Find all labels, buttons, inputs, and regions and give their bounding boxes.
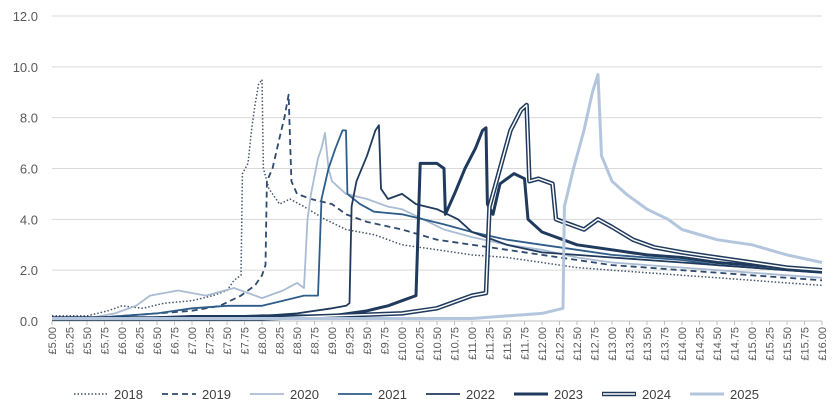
y-tick-label: 8.0 — [20, 111, 38, 126]
x-tick-label: £12.00 — [537, 327, 549, 361]
x-tick-label: £5.25 — [65, 327, 77, 355]
series-line — [52, 78, 823, 317]
x-tick-label: £15.50 — [782, 327, 794, 361]
x-tick-label: £8.50 — [292, 327, 304, 355]
legend-item-2025: 2025 — [690, 387, 759, 402]
x-tick-label: £5.50 — [82, 327, 94, 355]
x-tick-label: £14.00 — [677, 327, 689, 361]
y-axis-ticks: 0.0 2.0 4.0 6.0 8.0 10.0 12.0 — [13, 9, 38, 329]
legend-label: 2023 — [554, 387, 583, 402]
legend-label: 2021 — [378, 387, 407, 402]
x-tick-label: £7.25 — [205, 327, 217, 355]
x-tick-label: £15.75 — [800, 327, 812, 361]
x-tick-label: £8.25 — [275, 327, 287, 355]
y-tick-label: 0.0 — [20, 314, 38, 329]
legend-label: 2025 — [730, 387, 759, 402]
series-2018 — [52, 78, 823, 317]
x-tick-label: £13.75 — [660, 327, 672, 361]
legend-item-2023: 2023 — [514, 387, 583, 402]
x-tick-label: £6.00 — [117, 327, 129, 355]
series-2020 — [52, 132, 823, 320]
legend: 2018 2019 2020 2021 2022 2023 2024 2025 — [74, 387, 759, 402]
series-line-inner — [52, 104, 823, 320]
x-tick-label: £8.75 — [310, 327, 322, 355]
series-line — [52, 93, 823, 320]
x-axis-ticks: £5.00 £5.25 £5.50 £5.75 £6.00 £6.25 £6.50 £6.75… — [47, 321, 829, 361]
x-tick-label: £7.75 — [240, 327, 252, 355]
x-tick-label: £12.50 — [572, 327, 584, 361]
x-tick-label: £11.00 — [467, 327, 479, 360]
series-line-outer — [52, 102, 823, 321]
x-tick-label: £10.00 — [397, 327, 409, 361]
legend-item-2019: 2019 — [162, 387, 231, 402]
x-tick-label: £7.50 — [222, 327, 234, 355]
series-line — [52, 124, 823, 320]
x-tick-label: £6.75 — [170, 327, 182, 355]
legend-label: 2018 — [114, 387, 143, 402]
x-tick-label: £13.25 — [625, 327, 637, 361]
x-tick-label: £11.75 — [520, 327, 532, 360]
y-tick-label: 10.0 — [13, 60, 38, 75]
x-tick-label: £6.50 — [152, 327, 164, 355]
legend-item-2022: 2022 — [426, 387, 495, 402]
series-line — [52, 132, 823, 320]
series-2019 — [52, 93, 823, 320]
legend-item-2021: 2021 — [338, 387, 407, 402]
y-tick-label: 6.0 — [20, 162, 38, 177]
x-tick-label: £11.50 — [502, 327, 514, 360]
x-tick-label: £8.00 — [257, 327, 269, 355]
x-tick-label: £9.00 — [327, 327, 339, 355]
legend-label: 2019 — [202, 387, 231, 402]
x-tick-label: £5.75 — [100, 327, 112, 355]
series-2023 — [52, 126, 823, 320]
x-tick-label: £10.50 — [432, 327, 444, 361]
legend-item-2020: 2020 — [250, 387, 319, 402]
x-tick-label: £13.00 — [607, 327, 619, 361]
series-line — [52, 73, 823, 320]
legend-label: 2020 — [290, 387, 319, 402]
x-tick-label: £9.25 — [345, 327, 357, 355]
series-2025 — [52, 73, 823, 320]
x-tick-label: £5.00 — [47, 327, 59, 355]
legend-item-2024: 2024 — [602, 387, 671, 402]
x-tick-label: £14.25 — [695, 327, 707, 361]
y-tick-label: 12.0 — [13, 9, 38, 24]
x-tick-label: £10.75 — [450, 327, 462, 361]
x-tick-label: £6.25 — [135, 327, 147, 355]
legend-item-2018: 2018 — [74, 387, 143, 402]
x-tick-label: £10.25 — [415, 327, 427, 361]
series-lines — [52, 73, 823, 321]
x-tick-label: £12.25 — [555, 327, 567, 361]
y-tick-label: 2.0 — [20, 263, 38, 278]
series-2021 — [52, 129, 823, 320]
x-tick-label: £14.50 — [712, 327, 724, 361]
x-tick-label: £14.75 — [730, 327, 742, 361]
x-tick-label: £13.50 — [642, 327, 654, 361]
x-tick-label: £9.50 — [362, 327, 374, 355]
x-tick-label: £15.25 — [765, 327, 777, 361]
series-2024 — [52, 102, 823, 321]
x-tick-label: £12.75 — [590, 327, 602, 361]
legend-label: 2022 — [466, 387, 495, 402]
y-tick-label: 4.0 — [20, 212, 38, 227]
legend-label: 2024 — [642, 387, 671, 402]
x-tick-label: £11.25 — [485, 327, 497, 360]
x-tick-label: £9.75 — [380, 327, 392, 355]
x-tick-label: £7.00 — [187, 327, 199, 355]
x-tick-label: £16.00 — [817, 327, 829, 361]
x-tick-label: £15.00 — [747, 327, 759, 361]
gridlines — [52, 15, 822, 322]
series-line — [52, 129, 823, 320]
series-line — [52, 126, 823, 320]
series-2022 — [52, 124, 823, 320]
